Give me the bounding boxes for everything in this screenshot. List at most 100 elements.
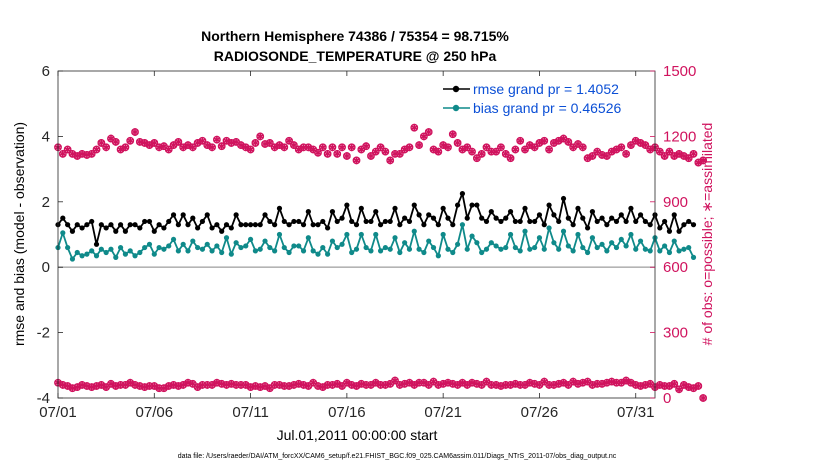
assimilated-obs-marker [670, 380, 678, 388]
assimilated-obs-marker [689, 150, 698, 158]
x-tick-label: 07/01 [39, 404, 77, 421]
bias-point [65, 244, 71, 251]
bias-point [267, 244, 273, 251]
rmse-point [170, 212, 177, 218]
rmse-point [161, 225, 167, 231]
x-tick-label: 07/26 [521, 404, 559, 421]
assimilated-obs-marker [482, 143, 491, 152]
assimilated-obs-marker [675, 385, 683, 394]
assimilated-obs-marker [665, 147, 674, 156]
assimilated-obs-marker [246, 145, 255, 154]
bias-point [560, 228, 567, 234]
assimilated-obs-marker [218, 142, 226, 150]
bias-point [430, 244, 437, 251]
bias-point [146, 241, 153, 247]
plot-area [58, 71, 655, 398]
bias-point [517, 248, 523, 254]
bias-point [676, 248, 682, 254]
bias-point [276, 231, 283, 238]
assimilated-obs-marker [506, 154, 515, 162]
legend-rmse-label: rmse grand pr = 1.4052 [473, 81, 619, 97]
rmse-point [113, 228, 119, 234]
rmse-point [522, 205, 528, 211]
assimilated-obs-marker [694, 382, 702, 390]
rmse-point [512, 218, 518, 225]
assimilated-obs-marker [323, 150, 332, 158]
y-right-tick-label: 0 [663, 390, 671, 407]
bias-point [84, 251, 90, 257]
bias-point [450, 249, 456, 256]
assimilated-obs-marker [425, 128, 433, 136]
bias-point [199, 246, 206, 252]
rmse-point [190, 215, 196, 221]
rmse-point [146, 218, 153, 225]
rmse-point [618, 212, 624, 218]
bias-point [488, 240, 494, 246]
rmse-point [368, 218, 374, 225]
assimilated-obs-marker [372, 147, 380, 156]
bias-point [498, 246, 504, 252]
bias-point [296, 243, 302, 249]
bias-point [195, 244, 201, 251]
bias-point [671, 238, 677, 244]
bias-point [594, 244, 600, 251]
bias-point [74, 249, 80, 256]
rmse-point [430, 215, 437, 221]
bias-point [377, 248, 384, 254]
bias-point [180, 241, 186, 247]
bias-point [238, 244, 244, 251]
rmse-point [426, 212, 432, 218]
legend: rmse grand pr = 1.4052 bias grand pr = 0… [437, 76, 647, 118]
bias-point [233, 240, 239, 246]
bias-point [551, 240, 557, 246]
rmse-point [421, 222, 427, 228]
rmse-point [98, 222, 104, 228]
assimilated-obs-marker [410, 123, 418, 132]
bias-point [459, 222, 466, 228]
assimilated-obs-marker [102, 143, 110, 152]
rmse-point [387, 218, 393, 225]
bias-point [166, 243, 172, 249]
rmse-point [604, 222, 610, 228]
rmse-point [488, 209, 494, 215]
assimilated-obs-marker [545, 145, 553, 154]
rmse-point [662, 218, 668, 225]
rmse-point [286, 222, 292, 228]
y-left-tick-label: -2 [37, 325, 50, 342]
rmse-point [464, 215, 470, 221]
bias-point [156, 244, 162, 251]
assimilated-obs-marker [150, 139, 158, 147]
assimilated-obs-marker [314, 148, 322, 157]
bias-point [103, 249, 109, 256]
bias-point [440, 231, 446, 238]
rmse-point [65, 222, 71, 228]
x-tick-label: 07/21 [424, 404, 462, 421]
bias-point [272, 248, 278, 254]
y-left-tick-label: 6 [42, 63, 50, 80]
assimilated-obs-marker [174, 138, 183, 146]
bias-point [79, 253, 85, 259]
rmse-point [175, 222, 181, 228]
rmse-point [609, 215, 615, 221]
bias-point [243, 243, 249, 249]
bias-point [469, 233, 475, 239]
assimilated-obs-marker [396, 150, 404, 158]
bias-point [122, 251, 129, 257]
rmse-point [300, 222, 307, 228]
assimilated-obs-marker [333, 150, 341, 158]
assimilated-obs-marker [376, 143, 385, 152]
rmse-point [214, 222, 220, 228]
bias-point [170, 236, 177, 243]
rmse-point [166, 218, 172, 225]
assimilated-obs-marker [617, 143, 625, 152]
bias-point [474, 240, 480, 246]
rmse-point [575, 205, 581, 211]
assimilated-obs-marker [92, 145, 101, 154]
bias-point [613, 244, 620, 251]
rmse-point [310, 222, 316, 228]
rmse-point [325, 225, 331, 231]
bias-point [580, 244, 586, 251]
rmse-point [127, 222, 133, 228]
bias-point [262, 238, 268, 244]
assimilated-obs-marker [478, 150, 486, 158]
